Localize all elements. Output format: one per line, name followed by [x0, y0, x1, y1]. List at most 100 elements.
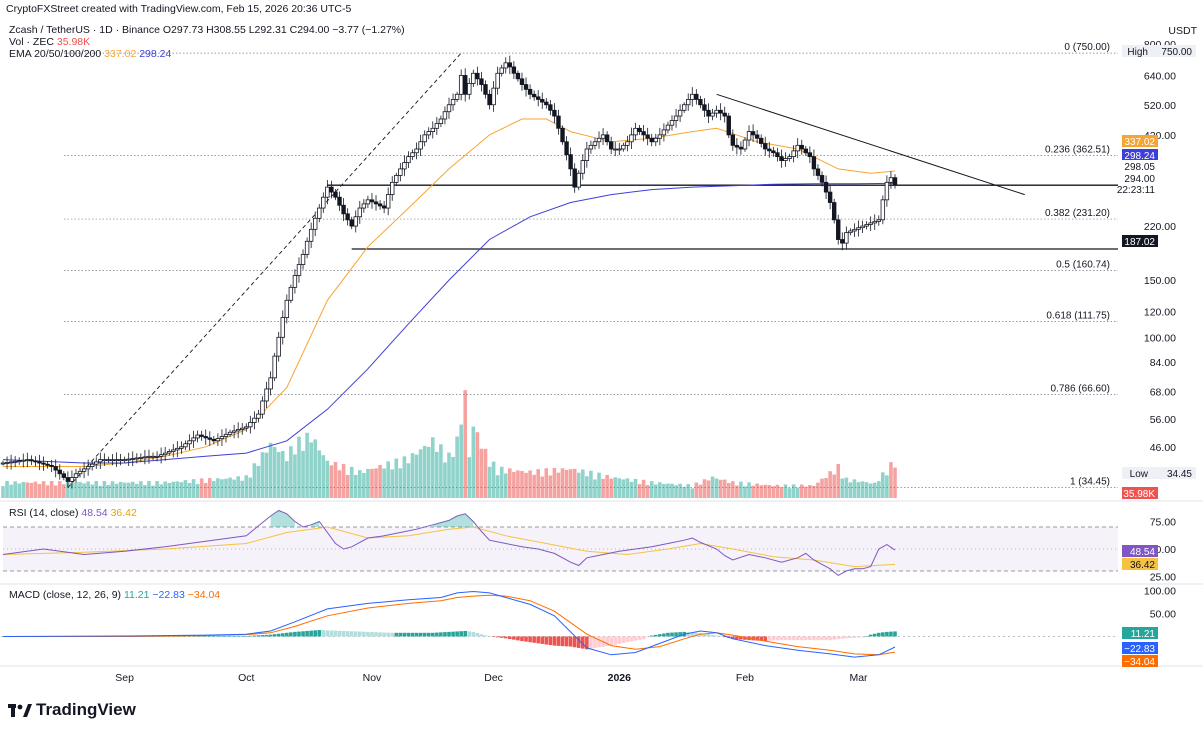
macd-hist-bar [495, 636, 500, 638]
volume-bar [70, 483, 74, 498]
macd-hist-bar [228, 636, 232, 637]
macd-hist-bar [345, 631, 350, 637]
candle-body [252, 417, 257, 423]
macd-signal-line [3, 594, 896, 656]
volume-bar [552, 467, 557, 498]
candle-body [600, 134, 606, 139]
price-axis-tick: 520.00 [1144, 100, 1176, 112]
volume-bar [520, 471, 524, 498]
macd-signal-tag-bg [1122, 655, 1158, 667]
candle-body [126, 458, 131, 461]
volume-bar [556, 472, 561, 498]
volume-bar [313, 439, 317, 498]
macd-hist-bar [325, 630, 330, 637]
macd-hist-bar [341, 630, 346, 637]
macd-hist-bar [475, 633, 480, 637]
candle-body [677, 109, 683, 117]
macd-hist-bar [540, 636, 545, 644]
volume-bar [637, 484, 642, 498]
macd-hist-bar [418, 632, 423, 637]
volume-bar [17, 483, 22, 498]
volume-bar [57, 481, 62, 498]
candle-body [754, 134, 760, 139]
candle-body [418, 141, 423, 150]
fib-level-label: 0.5 (160.74) [1056, 259, 1110, 270]
macd-hist-bar [439, 632, 443, 637]
macd-hist-value: 11.21 [123, 589, 150, 601]
macd-hist-bar [864, 636, 869, 637]
macd-hist-bar [216, 636, 220, 637]
candle-body [33, 460, 38, 463]
volume-bar [852, 479, 857, 498]
candle-body [207, 437, 212, 440]
volume-bar [244, 475, 249, 498]
macd-hist-bar [641, 636, 646, 640]
volume-bar [836, 463, 841, 498]
volume-bar [633, 478, 638, 498]
macd-hist-bar [828, 636, 832, 641]
volume-bar [864, 482, 869, 498]
rsi-overbought-fill [311, 521, 320, 527]
candle-body [844, 232, 849, 244]
candle-body [398, 168, 403, 176]
candle-body [167, 451, 172, 454]
volume-bar [544, 468, 549, 498]
volume-bar [374, 468, 378, 498]
volume-bar [37, 484, 42, 498]
volume-bar [512, 472, 516, 498]
candle-body [138, 457, 144, 459]
candle-body [759, 137, 764, 144]
volume-label: Vol · ZEC [9, 36, 54, 48]
volume-bar [301, 450, 305, 498]
price-tag-label: High [1127, 47, 1148, 58]
candle-body [114, 459, 119, 462]
candle-body [333, 191, 338, 198]
candle-body [312, 217, 318, 230]
price-axis-tick: 640.00 [1144, 70, 1176, 82]
volume-bar [690, 488, 695, 498]
macd-hist-bar [394, 632, 399, 637]
volume-bar [66, 481, 70, 498]
time-axis-tick: Mar [849, 672, 868, 684]
macd-hist-bar [739, 636, 743, 640]
volume-bar [491, 461, 496, 498]
macd-hist-bar [240, 636, 245, 637]
macd-hist-bar [435, 632, 439, 637]
volume-bar [386, 461, 390, 498]
candle-body [710, 112, 715, 117]
volume-bar [662, 483, 666, 498]
rsi-value: 48.54 [81, 507, 108, 519]
volume-bar [280, 450, 285, 498]
macd-line-value: −22.83 [152, 589, 185, 601]
candle-body [142, 456, 148, 459]
volume-bar [779, 487, 784, 498]
candle-body [280, 317, 285, 338]
candle-body [819, 175, 825, 183]
volume-bar [714, 478, 719, 498]
candle-body [730, 134, 736, 146]
macd-hist-bar [706, 634, 711, 637]
volume-bar [199, 478, 204, 498]
candle-body [564, 141, 569, 156]
macd-hist-bar [568, 636, 573, 647]
macd-hist-bar [459, 631, 463, 637]
volume-bar [653, 484, 658, 498]
volume-bar [414, 454, 419, 498]
volume-bar [155, 481, 159, 498]
volume-bar [297, 436, 301, 498]
price-tag-value: 298.05 [1124, 162, 1155, 173]
macd-hist-bar [305, 630, 309, 637]
candle-body [341, 204, 346, 215]
tradingview-icon [8, 704, 32, 717]
volume-bar [53, 485, 58, 498]
macd-hist-bar [572, 636, 577, 648]
volume-bar [212, 481, 216, 498]
candle-body [791, 150, 796, 158]
price-tag-bg [1122, 235, 1158, 247]
candle-body [98, 459, 103, 463]
volume-bar [844, 477, 849, 498]
candle-body [686, 99, 691, 106]
macd-hist-bar [536, 636, 540, 644]
macd-hist-bar [690, 632, 695, 637]
